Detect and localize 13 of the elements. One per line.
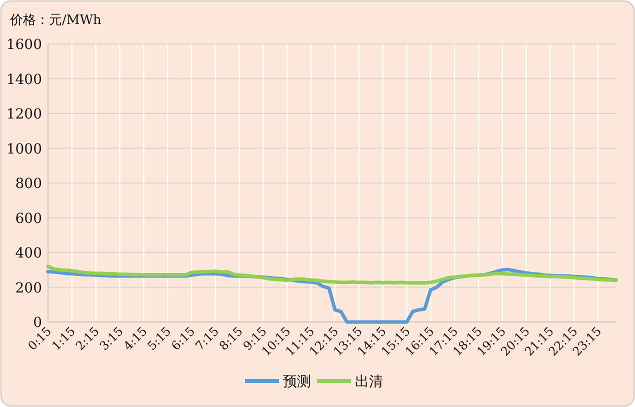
y-tick-label: 600 — [15, 210, 42, 227]
y-tick-label: 1400 — [6, 72, 42, 88]
legend-label: 预测 — [283, 373, 311, 389]
y-tick-label: 800 — [15, 176, 42, 192]
legend-label: 出清 — [355, 373, 383, 389]
y-tick-label: 200 — [15, 280, 42, 296]
y-tick-label: 400 — [15, 246, 42, 262]
y-tick-label: 1600 — [6, 37, 42, 53]
y-tick-label: 1200 — [6, 106, 42, 122]
y-tick-label: 0 — [33, 315, 42, 331]
line-series — [46, 264, 618, 285]
y-tick-label: 1000 — [6, 141, 42, 158]
y-axis-title: 价格：元/MWh — [9, 13, 102, 28]
